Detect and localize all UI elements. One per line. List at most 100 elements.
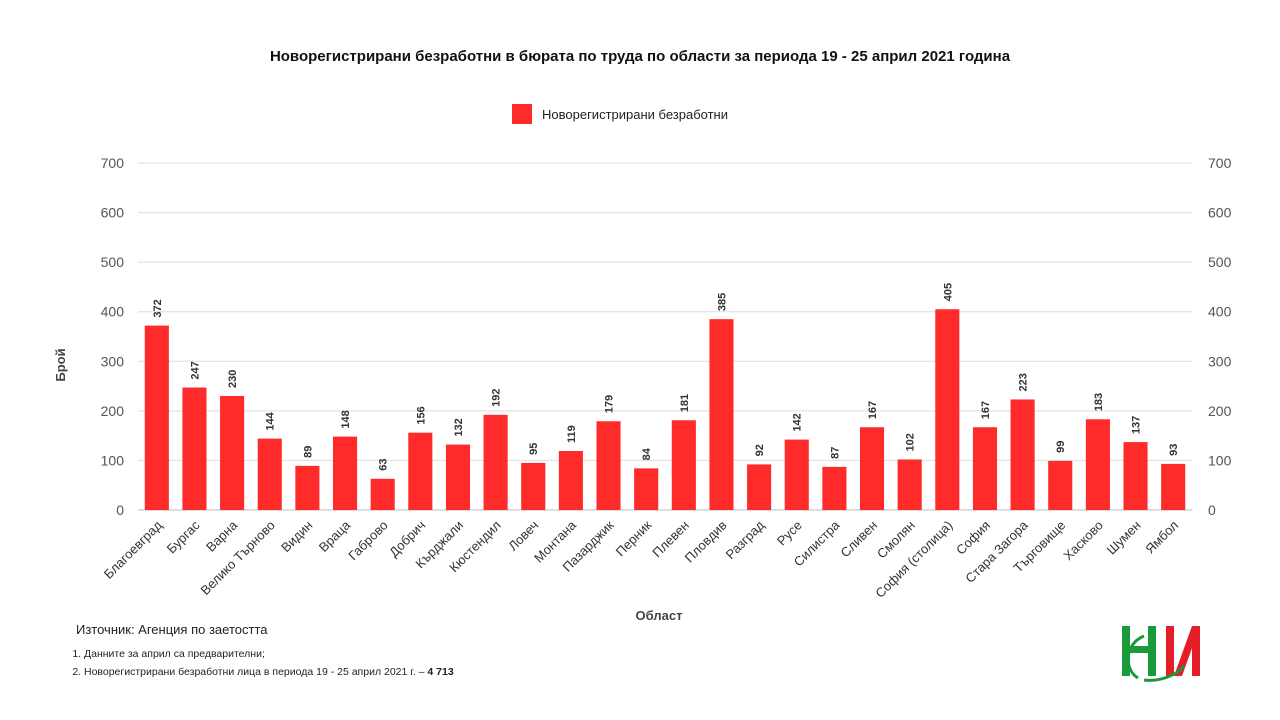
- bar: [859, 427, 885, 510]
- bar: [295, 465, 320, 510]
- bar: [220, 395, 245, 510]
- category-label: Благоевград: [101, 517, 166, 582]
- footnote-2-text: Новорегистрирани безработни лица в перио…: [84, 666, 428, 678]
- data-label: 137: [1131, 416, 1143, 434]
- data-label: 148: [340, 410, 352, 428]
- bar: [1010, 399, 1035, 510]
- bar: [483, 414, 508, 510]
- bar: [558, 451, 583, 510]
- category-label: Русе: [774, 518, 805, 549]
- y-tick-label-right: 100: [1208, 452, 1232, 468]
- category-label: Пловдив: [682, 517, 730, 565]
- data-label: 181: [679, 394, 691, 412]
- bar: [182, 387, 207, 510]
- source-text: Източник: Агенция по заетостта: [76, 622, 268, 637]
- category-label: Габрово: [345, 518, 391, 564]
- nsi-logo-icon: [1122, 626, 1200, 682]
- bar: [822, 466, 847, 510]
- category-label: Ловеч: [505, 518, 541, 554]
- data-label: 405: [942, 283, 954, 301]
- y-tick-label-right: 600: [1208, 205, 1232, 221]
- data-label: 119: [566, 425, 578, 443]
- category-label: Видин: [278, 518, 315, 555]
- data-label: 372: [152, 299, 164, 317]
- y-tick-label-right: 700: [1208, 155, 1232, 171]
- data-label: 63: [378, 459, 390, 471]
- data-label: 385: [716, 293, 728, 311]
- data-label: 223: [1018, 373, 1030, 391]
- category-label: Перник: [613, 517, 655, 559]
- data-label: 156: [415, 406, 427, 424]
- bar: [257, 438, 282, 510]
- bar: [935, 309, 960, 510]
- legend-swatch: [512, 104, 532, 124]
- category-label: Хасково: [1060, 518, 1106, 564]
- y-tick-label-left: 0: [116, 502, 124, 518]
- y-axis-left: 0 100 200 300 400 500 600 700: [101, 155, 125, 518]
- data-label: 247: [189, 361, 201, 379]
- bar: [671, 420, 696, 510]
- data-label: 95: [528, 443, 540, 455]
- y-tick-label-left: 700: [101, 155, 125, 171]
- bar: [1048, 460, 1073, 510]
- data-labels: 372 247 230 144 89 148 63 156 132 192 95 119 179 84 18…: [152, 283, 1180, 471]
- data-label: 89: [302, 446, 314, 458]
- bar: [408, 432, 433, 510]
- bars: [144, 309, 1186, 510]
- legend-label: Новорегистрирани безработни: [542, 107, 728, 122]
- data-label: 230: [227, 370, 239, 388]
- chart-title: Новорегистрирани безработни в бюрата по …: [270, 48, 1011, 65]
- data-label: 144: [265, 411, 277, 430]
- footnote-1: Данните за април са предварителни;: [84, 645, 454, 663]
- y-axis-right: 0 100 200 300 400 500 600 700: [1208, 155, 1232, 518]
- category-label: Разград: [723, 517, 768, 562]
- legend: Новорегистрирани безработни: [512, 104, 728, 124]
- y-tick-label-left: 600: [101, 205, 125, 221]
- data-label: 179: [604, 395, 616, 413]
- data-label: 142: [792, 413, 804, 431]
- y-tick-label-left: 400: [101, 304, 125, 320]
- y-tick-label-right: 0: [1208, 502, 1216, 518]
- bar: [972, 427, 998, 510]
- data-label: 183: [1093, 393, 1105, 411]
- data-label: 102: [905, 433, 917, 451]
- data-label: 167: [980, 401, 992, 419]
- footnote-2-total: 4 713: [427, 666, 454, 678]
- category-label: Бургас: [164, 517, 203, 556]
- y-tick-label-right: 200: [1208, 403, 1232, 419]
- x-axis-title: Област: [636, 608, 683, 623]
- bar: [709, 319, 734, 510]
- data-label: 84: [641, 447, 653, 460]
- bar: [445, 444, 471, 510]
- bar: [596, 421, 621, 510]
- bar: [784, 439, 809, 510]
- data-label: 93: [1168, 444, 1180, 456]
- category-label: Ямбол: [1142, 518, 1181, 557]
- data-label: 167: [867, 401, 879, 419]
- footnote-2: Новорегистрирани безработни лица в перио…: [84, 663, 454, 681]
- bar: [370, 478, 395, 510]
- bar: [747, 464, 772, 510]
- y-tick-label-right: 400: [1208, 304, 1232, 320]
- bar: [144, 325, 169, 510]
- y-axis-title: Брой: [53, 348, 68, 381]
- y-tick-label-left: 300: [101, 353, 125, 369]
- bar: [332, 436, 358, 510]
- bar: [1085, 419, 1110, 510]
- y-tick-label-left: 100: [101, 452, 125, 468]
- bar: [634, 468, 659, 510]
- y-tick-label-left: 500: [101, 254, 125, 270]
- bar: [1123, 442, 1148, 510]
- data-label: 99: [1055, 441, 1067, 453]
- footnotes: Данните за април са предварителни; Новор…: [62, 645, 454, 681]
- bar: [521, 462, 546, 510]
- data-label: 87: [829, 447, 841, 459]
- data-label: 132: [453, 418, 465, 436]
- category-label: Шумен: [1104, 518, 1144, 558]
- data-label: 92: [754, 444, 766, 456]
- bar: [1161, 463, 1186, 510]
- y-tick-label-left: 200: [101, 403, 125, 419]
- data-label: 192: [491, 388, 503, 406]
